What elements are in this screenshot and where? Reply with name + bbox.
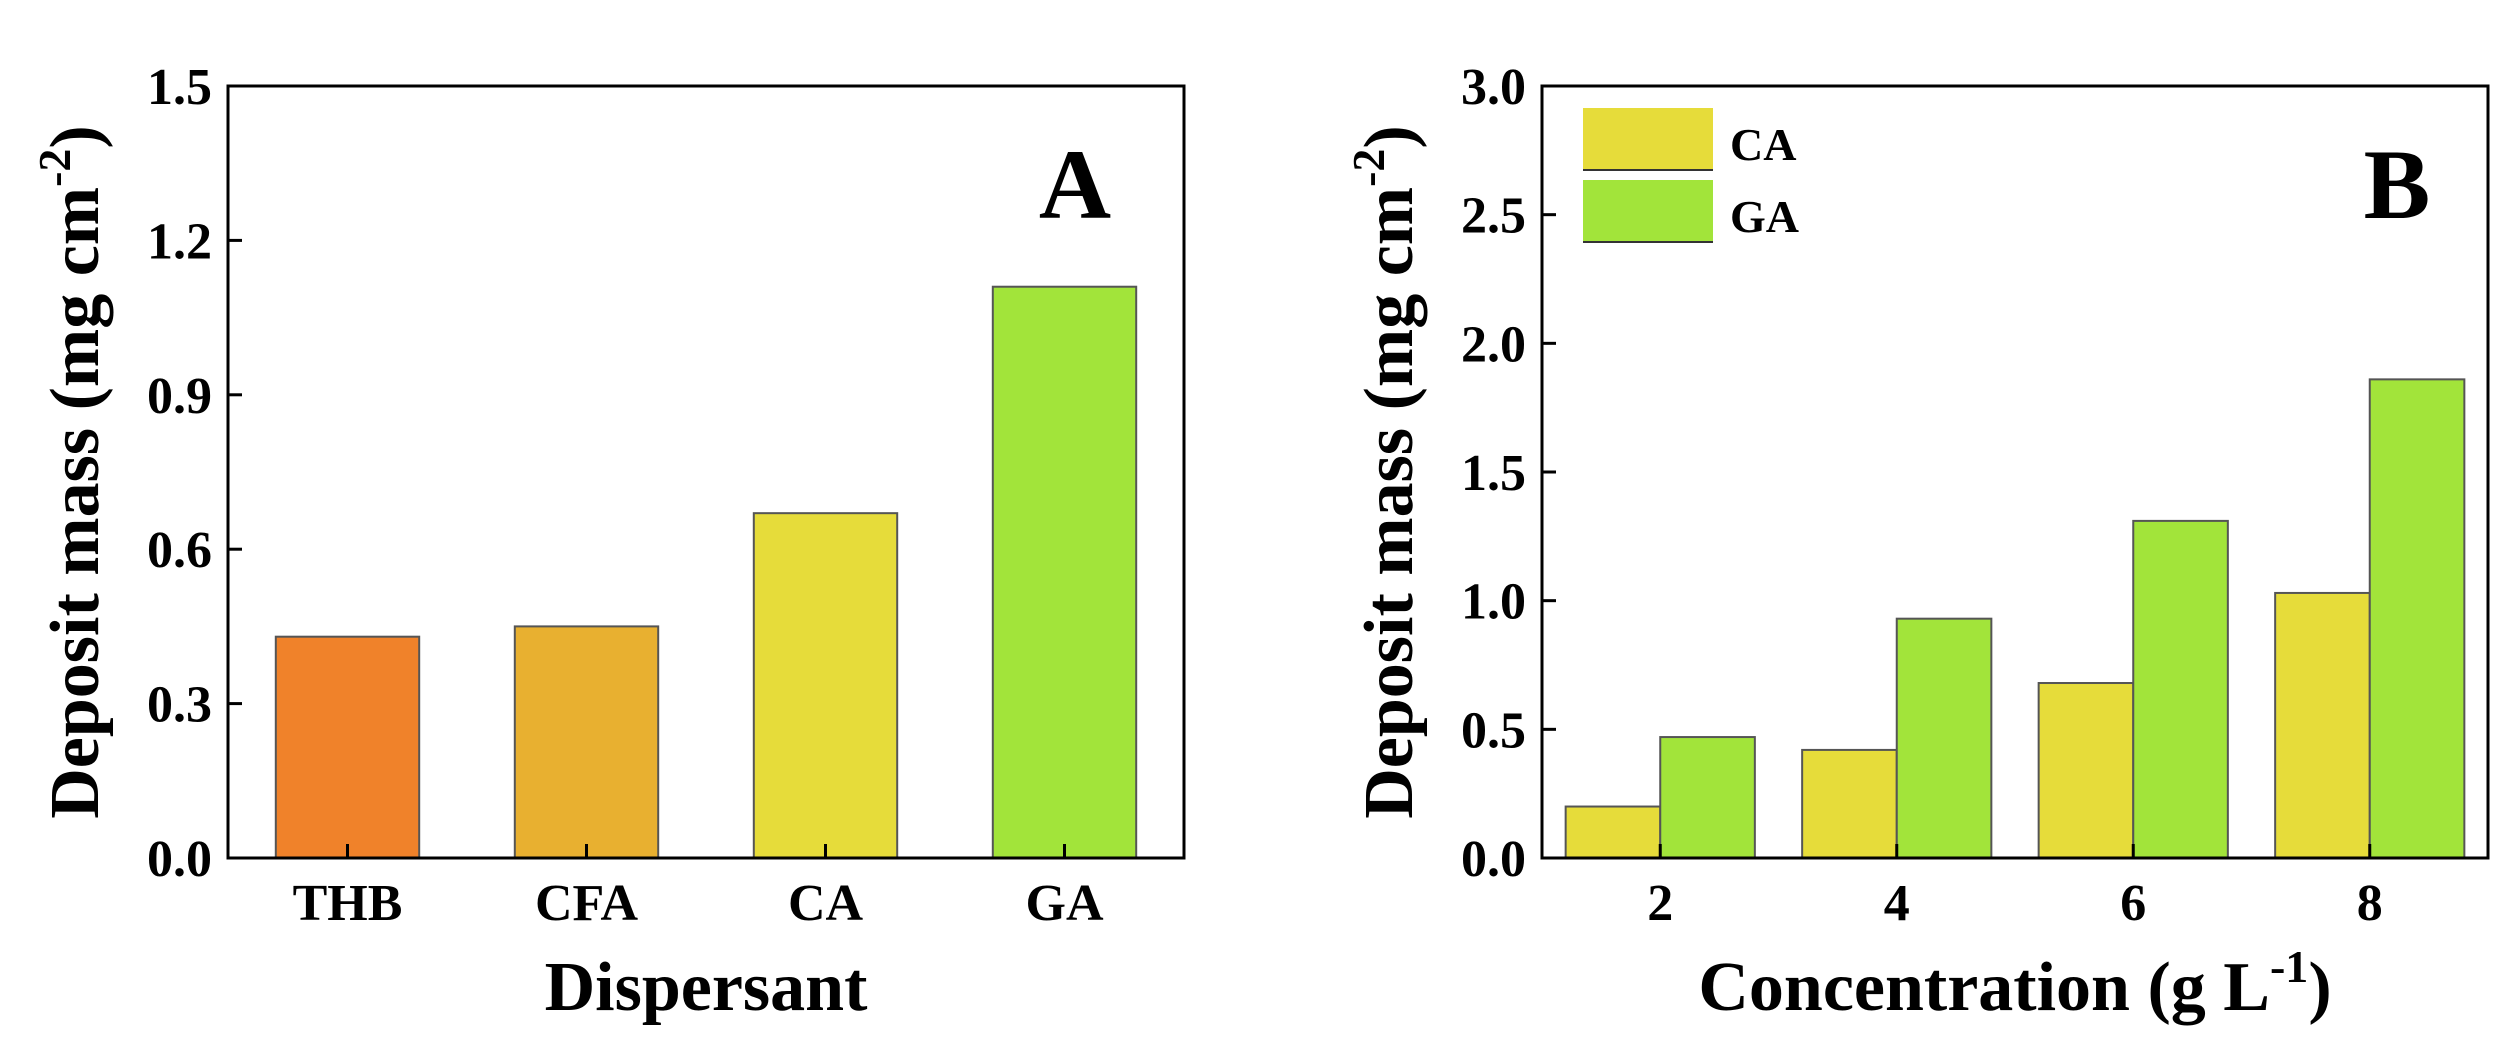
chart-a-y-axis-title-close: ) [37, 125, 114, 148]
y-tick-label: 0.5 [1461, 702, 1526, 759]
chart-b-x-axis: 2 4 6 8 [1647, 844, 2383, 932]
bar-ga-2 [1659, 736, 1756, 860]
chart-b-bars [1564, 378, 2466, 860]
chart-b-panel-label: B [2364, 129, 2431, 240]
x-tick-label: 4 [1884, 875, 1910, 932]
chart-b-legend: CA GA [1583, 108, 1799, 243]
legend-label-ca: CA [1730, 119, 1796, 170]
chart-a-y-axis: 0.0 0.3 0.6 0.9 1.2 1.5 [147, 59, 242, 888]
bar-thb [274, 635, 421, 860]
y-tick-label: 3.0 [1461, 59, 1526, 116]
chart-b-y-axis-title-sup: -2 [1343, 149, 1394, 187]
chart-b-y-axis-title-close: ) [1351, 125, 1428, 148]
chart-b-x-axis-title-main: Concentration (g L [1698, 949, 2270, 1026]
y-tick-label: 0.3 [147, 677, 212, 734]
chart-b-x-axis-title-sup: -1 [2270, 941, 2308, 992]
legend-swatch-ga [1583, 180, 1713, 242]
bar-ca-6 [2037, 682, 2135, 859]
chart-b-y-axis-title-main: Deposit mass (mg cm [1351, 187, 1428, 819]
bar-ga-6 [2132, 519, 2229, 859]
bar-ca-4 [1801, 748, 1898, 859]
bar-ca-8 [2274, 591, 2371, 859]
y-tick-label: 0.6 [147, 522, 212, 579]
y-tick-label: 1.0 [1461, 574, 1526, 631]
chart-a-bars [274, 285, 1138, 860]
chart-a-panel-label: A [1039, 129, 1111, 240]
legend-swatch-ca [1583, 108, 1713, 170]
x-tick-label: 2 [1647, 875, 1673, 932]
bar-ga-8 [2368, 378, 2466, 859]
chart-b: 0.0 0.5 1.0 1.5 2.0 2.5 3.0 2 4 6 8 B CA GA Conce… [1343, 59, 2490, 1026]
x-tick-label: CA [788, 875, 864, 932]
x-tick-label: 6 [2120, 875, 2146, 932]
bar-ca-2 [1564, 805, 1662, 859]
bar-ca [752, 512, 899, 859]
chart-a-x-axis-title: Dispersant [545, 949, 868, 1026]
chart-a: 0.0 0.3 0.6 0.9 1.2 1.5 THB CFA CA GA A Dispersa… [29, 59, 1186, 1026]
y-tick-label: 0.0 [147, 831, 212, 888]
x-tick-label: GA [1026, 875, 1104, 932]
bar-cfa [513, 625, 660, 860]
chart-b-y-axis: 0.0 0.5 1.0 1.5 2.0 2.5 3.0 [1461, 59, 1556, 888]
chart-a-y-axis-title-sup: -2 [29, 149, 80, 187]
chart-b-x-axis-title-close: ) [2308, 949, 2331, 1026]
y-tick-label: 1.2 [147, 213, 212, 270]
y-tick-label: 2.0 [1461, 316, 1526, 373]
chart-b-y-axis-title: Deposit mass (mg cm-2) [1343, 125, 1428, 819]
chart-a-frame [226, 84, 1186, 860]
chart-a-x-axis: THB CFA CA GA [293, 844, 1104, 932]
chart-a-y-axis-title: Deposit mass (mg cm-2) [29, 125, 114, 819]
y-tick-label: 0.9 [147, 368, 212, 425]
y-tick-label: 2.5 [1461, 188, 1526, 245]
y-tick-label: 1.5 [1461, 445, 1526, 502]
chart-a-y-axis-title-main: Deposit mass (mg cm [37, 187, 114, 819]
y-tick-label: 0.0 [1461, 831, 1526, 888]
legend-label-ga: GA [1730, 191, 1799, 242]
bar-ga-4 [1895, 617, 1993, 859]
bar-ga [991, 285, 1138, 860]
x-tick-label: 8 [2357, 875, 2383, 932]
x-tick-label: CFA [535, 875, 638, 932]
y-tick-label: 1.5 [147, 59, 212, 116]
chart-b-x-axis-title: Concentration (g L-1) [1698, 941, 2331, 1026]
x-tick-label: THB [293, 875, 403, 932]
